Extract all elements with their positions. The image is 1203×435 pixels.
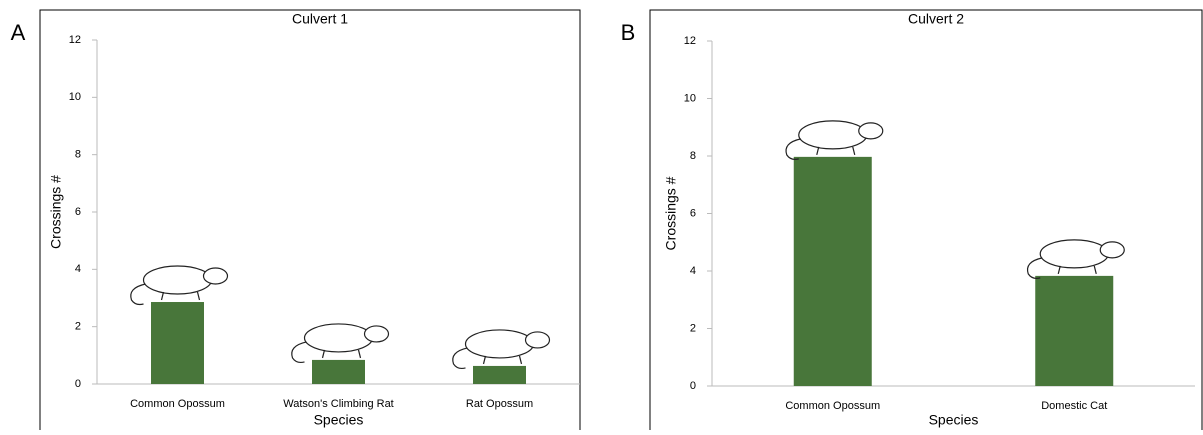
y-axis-label: Crossings # xyxy=(663,176,679,250)
x-tick-label: Domestic Cat xyxy=(1041,400,1107,412)
x-tick-label: Watson's Climbing Rat xyxy=(283,398,394,410)
chart-title: Culvert 2 xyxy=(908,11,964,27)
panel-frame xyxy=(650,10,1202,430)
x-tick-label: Common Opossum xyxy=(785,400,880,412)
y-tick-label: 2 xyxy=(75,321,81,333)
y-tick-label: 6 xyxy=(690,207,696,219)
y-tick-label: 8 xyxy=(690,150,696,162)
animal-illustration xyxy=(1028,240,1125,279)
y-tick-label: 8 xyxy=(75,149,81,161)
y-tick-label: 4 xyxy=(690,265,696,277)
x-axis-label: Species xyxy=(929,412,979,428)
animal-illustration xyxy=(786,121,883,160)
y-tick-label: 10 xyxy=(69,91,81,103)
y-tick-label: 2 xyxy=(690,322,696,334)
animal-illustration xyxy=(453,330,550,369)
bar xyxy=(1035,276,1113,386)
bar xyxy=(794,157,872,386)
y-axis-label: Crossings # xyxy=(48,175,64,249)
panel-label: B xyxy=(621,20,636,45)
y-tick-label: 0 xyxy=(75,378,81,390)
bar xyxy=(312,360,365,384)
page: A Culvert 1 0 2 4 6 8 10 12 Crossings # Species Com… xyxy=(0,0,1203,430)
animal-illustration xyxy=(131,266,228,305)
panel-label: A xyxy=(11,20,26,45)
y-tick-label: 6 xyxy=(75,206,81,218)
x-tick-label: Rat Opossum xyxy=(466,398,533,410)
y-tick-label: 0 xyxy=(690,380,696,392)
bar xyxy=(473,366,526,384)
y-tick-label: 4 xyxy=(75,263,81,275)
animal-illustration xyxy=(292,324,389,363)
y-tick-label: 12 xyxy=(684,35,696,47)
y-tick-label: 12 xyxy=(69,34,81,46)
x-tick-label: Common Opossum xyxy=(130,398,225,410)
x-axis-label: Species xyxy=(314,412,364,428)
chart-title: Culvert 1 xyxy=(292,11,348,27)
bar xyxy=(151,302,204,384)
chart: A Culvert 1 0 2 4 6 8 10 12 Crossings # Species Com… xyxy=(0,0,1203,430)
y-tick-label: 10 xyxy=(684,92,696,104)
